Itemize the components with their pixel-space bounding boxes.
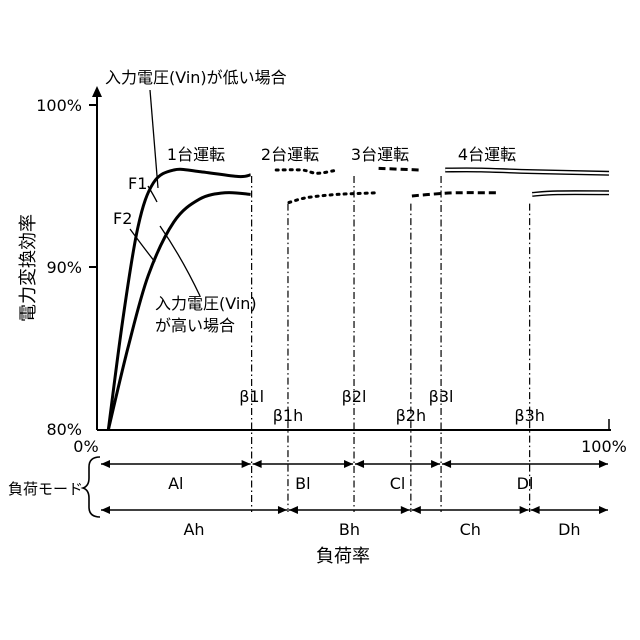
label-f1: F1 <box>128 174 147 193</box>
x-axis-label: 負荷率 <box>316 546 370 567</box>
mode-arrow-ch <box>412 506 529 514</box>
curve-f2-segment-3 <box>412 193 497 196</box>
mode-arrowhead-left <box>531 506 540 514</box>
leader-low-vin <box>150 90 158 188</box>
axes <box>89 92 611 430</box>
mode-arrow-bh <box>289 506 410 514</box>
y-tick-label-100: 100% <box>36 96 82 115</box>
curve-f1-segment-2 <box>276 170 337 174</box>
mode-label-cl: Cl <box>390 474 406 493</box>
label-f2: F2 <box>113 209 132 228</box>
mode-label-ah: Ah <box>183 520 204 539</box>
beta-lines <box>252 176 530 512</box>
load-mode-labels: Al Bl Cl Dl Ah Bh Ch Dh <box>168 474 580 539</box>
x-tick-label-100: 100% <box>581 437 627 456</box>
mode-arrowhead-left <box>101 506 110 514</box>
operation-label-2: 2台運転 <box>261 145 319 164</box>
beta-label-beta1h: β1h <box>273 406 304 425</box>
beta-label-beta3l: β3l <box>429 387 454 406</box>
curve-f2-segment-2 <box>289 193 379 203</box>
mode-arrowhead-left <box>355 460 364 468</box>
mode-label-dl: Dl <box>517 474 534 493</box>
mode-label-dh: Dh <box>558 520 580 539</box>
load-mode-label: 負荷モード <box>8 480 83 498</box>
y-axis-arrowhead <box>92 86 102 97</box>
beta-label-beta1l: β1l <box>239 387 264 406</box>
mode-arrowhead-left <box>253 460 262 468</box>
mode-arrow-al <box>101 460 251 468</box>
load-mode-brace <box>83 457 100 517</box>
x-tick-label-0: 0% <box>73 437 98 456</box>
beta-label-beta2h: β2h <box>396 406 427 425</box>
mode-label-bl: Bl <box>295 474 310 493</box>
mode-arrow-bl <box>253 460 353 468</box>
mode-label-bh: Bh <box>339 520 360 539</box>
beta-label-beta2l: β2l <box>342 387 367 406</box>
mode-label-al: Al <box>168 474 183 493</box>
y-tick-label-90: 90% <box>46 258 82 277</box>
beta-label-beta3h: β3h <box>514 406 545 425</box>
mode-arrowhead-left <box>289 506 298 514</box>
mode-arrowhead-right <box>278 506 287 514</box>
operation-label-3: 3台運転 <box>351 145 409 164</box>
operation-label-1: 1台運転 <box>167 145 225 164</box>
curve-f1-segment-3 <box>379 168 420 170</box>
mode-arrowhead-right <box>242 460 251 468</box>
mode-arrowhead-left <box>442 460 451 468</box>
beta-labels: β1l β2l β3l β1h β2h β3h <box>239 387 545 425</box>
mode-arrowhead-right <box>599 506 608 514</box>
operation-label-4: 4台運転 <box>458 145 516 164</box>
mode-arrowhead-right <box>520 506 529 514</box>
mode-arrowhead-left <box>101 460 110 468</box>
mode-arrowhead-left <box>412 506 421 514</box>
annotation-high-vin-line1: 入力電圧(Vin) <box>155 294 257 313</box>
mode-arrow-dh <box>531 506 608 514</box>
mode-arrowhead-right <box>431 460 440 468</box>
mode-arrow-cl <box>355 460 440 468</box>
mode-label-ch: Ch <box>460 520 481 539</box>
mode-arrowhead-right <box>599 460 608 468</box>
annotation-high-vin-line2: が高い場合 <box>155 316 235 335</box>
mode-arrowhead-right <box>344 460 353 468</box>
y-axis-label: 電力変換効率 <box>18 214 39 322</box>
mode-arrow-ah <box>101 506 287 514</box>
mode-arrowhead-right <box>401 506 410 514</box>
mode-arrow-dl <box>442 460 608 468</box>
annotation-low-vin: 入力電圧(Vin)が低い場合 <box>105 68 287 87</box>
